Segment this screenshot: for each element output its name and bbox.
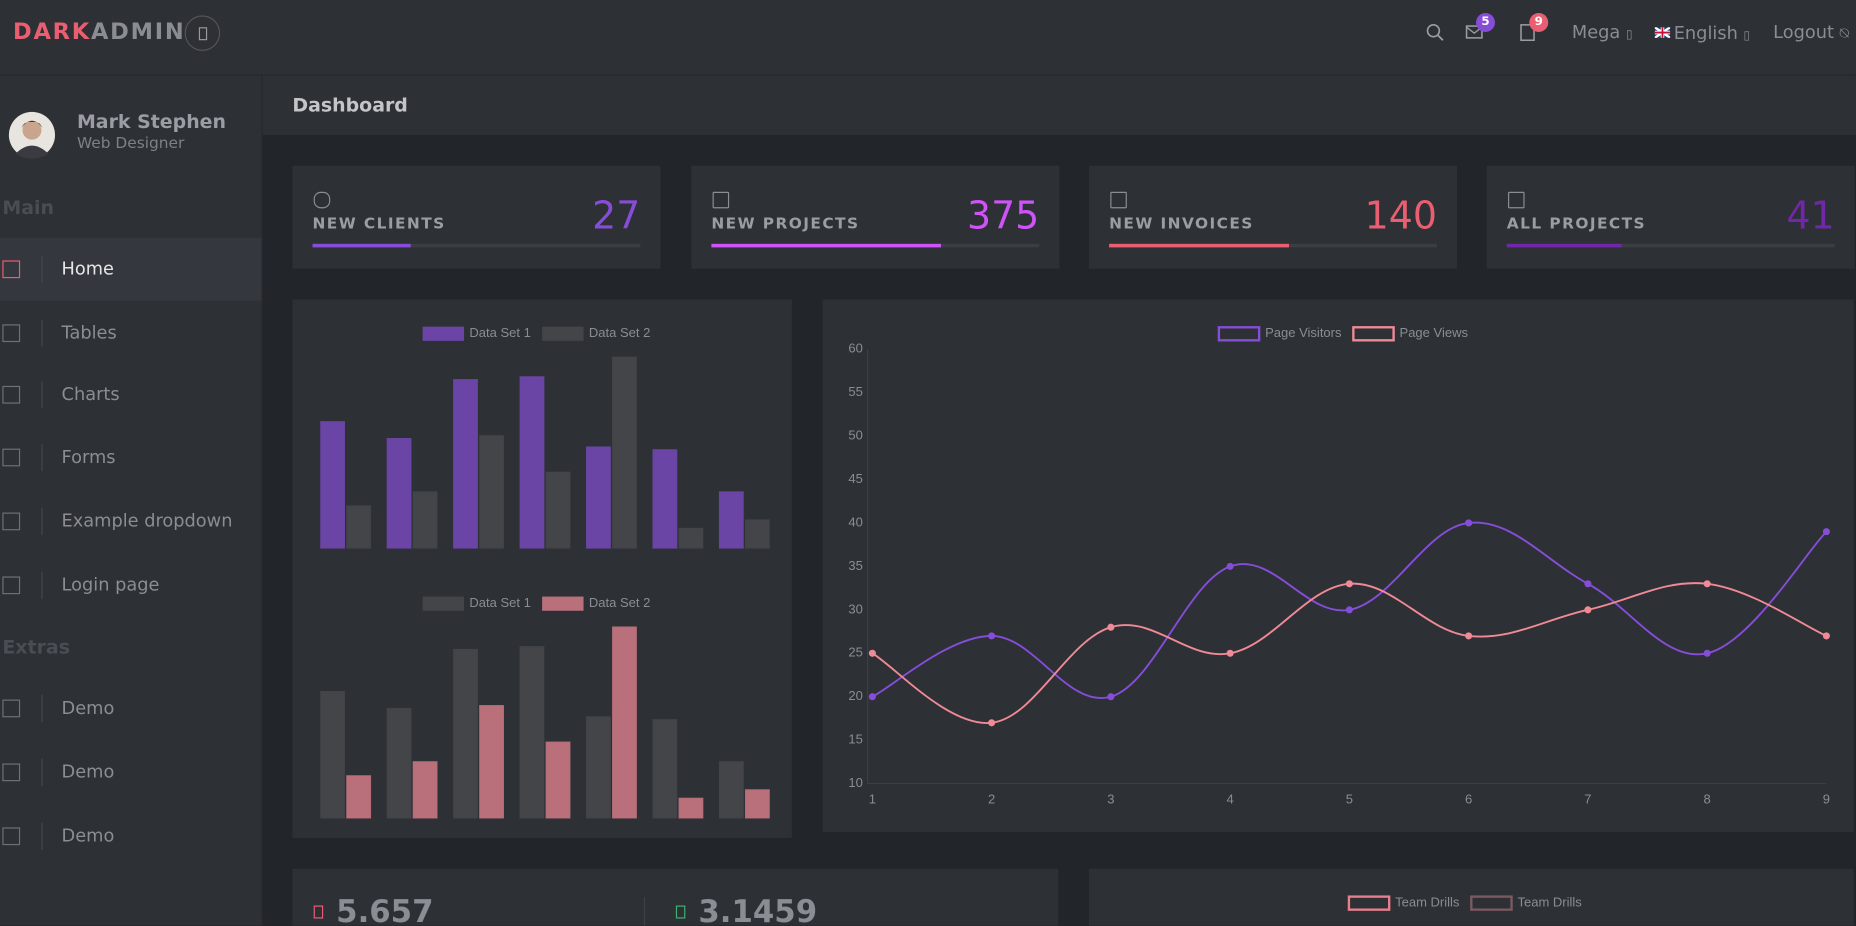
nav-separator [41,822,43,850]
sidebar: Mark Stephen Web Designer Main Home Tables… [0,75,263,926]
stat-value: 41 [1786,192,1835,238]
stat-label: ALL PROJECTS [1506,215,1647,234]
progress-bar [1506,243,1622,248]
nav-separator [41,507,43,536]
nav-separator [41,571,43,599]
progress-track [711,243,1040,248]
nav-icon [2,385,21,404]
page-title: Dashboard [292,93,408,116]
nav-item[interactable]: Home [0,237,262,301]
sidebar-heading: Main [2,196,54,219]
nav-separator [41,381,43,409]
notes-icon[interactable] [1520,22,1537,42]
caret: ▯ [1625,28,1633,42]
stat-icon [1110,191,1127,209]
nav-label: Demo [61,697,115,719]
avatar[interactable] [8,111,56,159]
stat-number: 5.657 [336,894,434,926]
team-chart-card [1088,868,1854,926]
nav-item[interactable]: Demo [0,741,262,804]
mail-badge: 5 [1476,13,1495,32]
mega-menu[interactable]: Mega ▯ [1571,21,1633,43]
stat-icon [313,905,324,919]
nav-label: Charts [61,383,120,405]
nav-item[interactable]: Demo [0,805,262,868]
logout-icon: ⍉ [1839,24,1849,43]
nav-label: Example dropdown [61,510,233,532]
brand[interactable]: DARKADMIN [13,21,185,43]
user-role: Web Designer [76,134,185,153]
nav-label: Demo [61,761,115,783]
toggle-icon [198,27,208,41]
mega-label: Mega [1571,21,1621,43]
progress-bar [312,243,411,248]
stat-value: 140 [1364,192,1437,238]
nav-item[interactable]: Demo [0,677,262,740]
bar-chart-card [292,299,792,839]
brand-part: ADMIN [90,18,186,45]
stat-card: NEW CLIENTS 27 [292,165,661,269]
logout-link[interactable]: Logout ⍉ [1773,21,1849,43]
line-chart-card [822,299,1854,833]
page-header: Dashboard [262,75,1856,135]
flag-icon [1654,27,1671,38]
search-icon[interactable] [1425,22,1446,43]
stat-label: NEW INVOICES [1109,215,1254,234]
stat-icon [1507,191,1525,209]
brand-part: DARK [13,18,91,45]
nav-icon [2,512,21,531]
divider [643,897,646,926]
nav-separator [41,443,43,472]
nav-icon [2,827,21,846]
nav-icon [2,260,21,279]
nav-label: Tables [61,321,117,344]
progress-bar [1109,243,1290,248]
language-menu[interactable]: English ▯ [1673,22,1751,44]
stat-value: 375 [966,192,1040,238]
nav-separator [41,319,43,347]
nav-icon [2,699,21,718]
nav-item[interactable]: Forms [0,426,262,489]
nav-separator [41,758,43,786]
stat-icon [712,191,730,209]
nav-item[interactable]: Tables [0,302,262,365]
stat-card: NEW INVOICES 140 [1088,165,1458,269]
language-label: English [1673,22,1738,44]
progress-track [312,243,641,248]
nav-icon [2,324,21,343]
logout-label: Logout [1773,21,1834,43]
stat-icon [313,191,331,209]
caret: ▯ [1743,29,1751,43]
top-navbar: DARKADMIN 5 9 Mega ▯ English ▯ Logout ⍉ [0,0,1856,76]
stat-icon [675,905,686,919]
stat-card: ALL PROJECTS 41 [1486,165,1855,269]
nav-separator [41,694,43,723]
sidebar-toggle[interactable] [184,15,221,51]
nav-item[interactable]: Login page [0,554,262,617]
stat-value: 27 [592,192,641,238]
progress-track [1109,243,1437,248]
nav-icon [2,763,21,782]
nav-label: Home [61,258,114,280]
number-card: 5.657 3.1459 [292,868,1059,926]
nav-label: Login page [61,574,160,596]
stat-label: NEW PROJECTS [711,215,860,234]
notes-badge: 9 [1529,13,1549,32]
nav-label: Demo [61,825,115,847]
stat-card: NEW PROJECTS 375 [691,165,1060,269]
nav-icon [2,576,21,595]
progress-bar [711,243,941,248]
nav-icon [2,448,21,467]
user-name: Mark Stephen [76,110,227,133]
nav-item[interactable]: Charts [0,363,262,426]
stat-label: NEW CLIENTS [312,215,446,234]
nav-separator [41,255,43,283]
nav-label: Forms [61,446,116,468]
stat-number: 3.1459 [698,894,818,926]
sidebar-heading: Extras [2,635,70,659]
progress-track [1506,243,1835,248]
nav-item[interactable]: Example dropdown [0,490,262,553]
